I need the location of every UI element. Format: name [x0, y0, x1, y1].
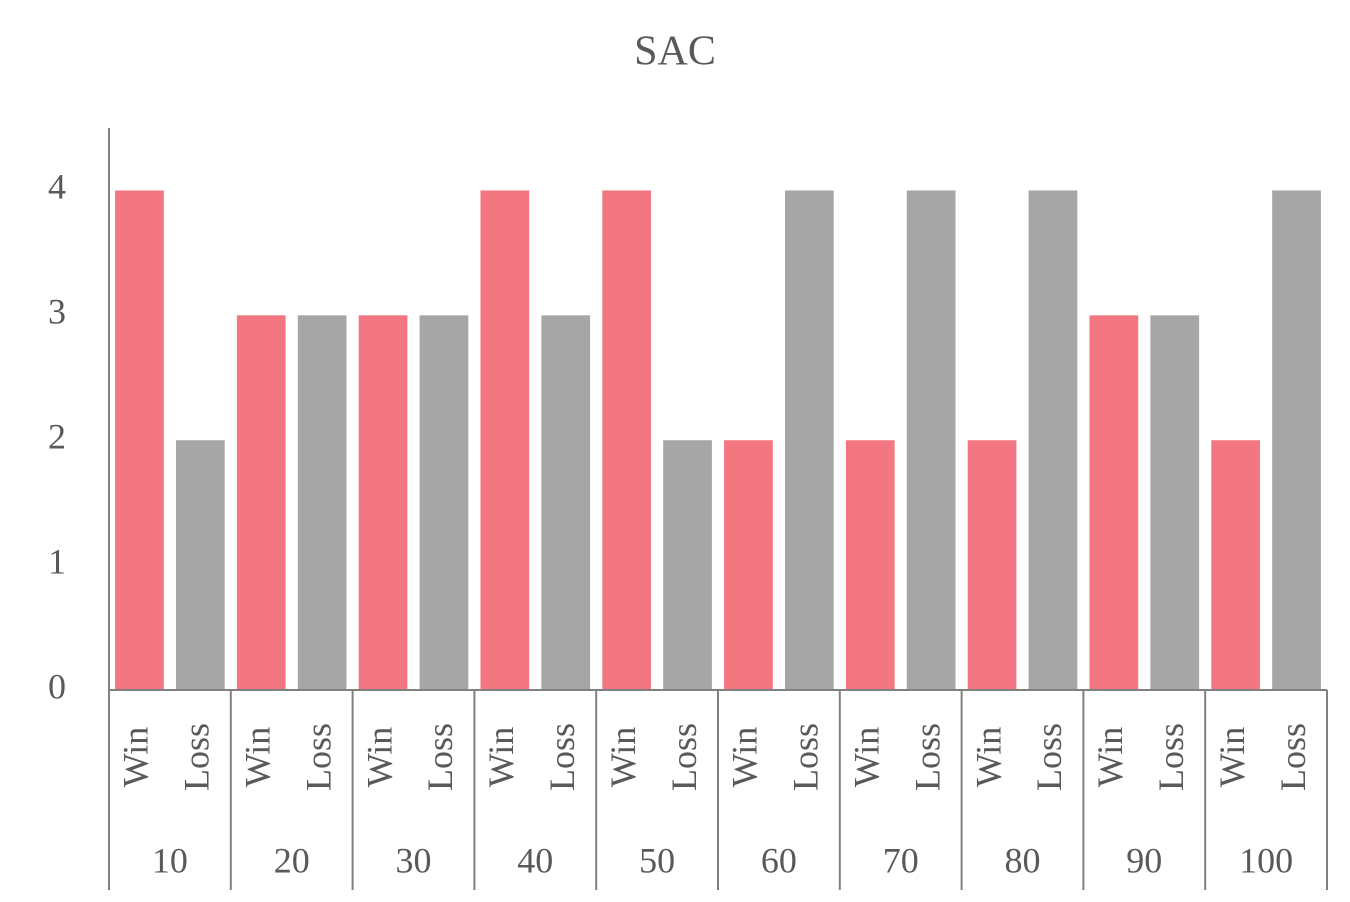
x-tick-label: Loss: [1273, 723, 1313, 791]
x-tick-label: Win: [1212, 727, 1252, 788]
y-tick-label: 2: [48, 416, 66, 456]
bar: [1150, 315, 1200, 690]
x-tick-label: Win: [116, 727, 156, 788]
y-tick-label: 1: [48, 541, 66, 581]
y-tick-label: 0: [48, 666, 66, 706]
bar: [419, 315, 469, 690]
bar: [175, 440, 225, 690]
group-label: 50: [639, 840, 675, 880]
x-tick-label: Loss: [177, 723, 217, 791]
bar: [1028, 190, 1078, 690]
group-label: 10: [152, 840, 188, 880]
bar: [1211, 440, 1261, 690]
bar: [845, 440, 895, 690]
y-tick-label: 3: [48, 292, 66, 332]
group-label: 90: [1126, 840, 1162, 880]
group-label: 70: [883, 840, 919, 880]
x-tick-label: Win: [725, 727, 765, 788]
group-label: 20: [274, 840, 310, 880]
bar: [663, 440, 712, 690]
x-tick-label: Win: [847, 727, 887, 788]
x-tick-label: Loss: [664, 723, 704, 791]
group-label: 60: [761, 840, 797, 880]
bar: [1089, 315, 1139, 690]
group-label: 80: [1005, 840, 1041, 880]
bar: [784, 190, 834, 690]
bar: [602, 190, 652, 690]
bar: [358, 315, 408, 690]
bar: [906, 190, 956, 690]
chart-title: SAC: [634, 29, 716, 75]
x-tick-label: Loss: [542, 723, 582, 791]
x-tick-label: Loss: [420, 723, 460, 791]
bar: [541, 315, 591, 690]
group-label: 30: [396, 840, 432, 880]
x-tick-label: Win: [1090, 727, 1130, 788]
x-tick-label: Win: [481, 727, 521, 788]
y-tick-label: 4: [48, 167, 66, 207]
x-tick-label: Win: [359, 727, 399, 788]
x-tick-label: Win: [238, 727, 278, 788]
group-label: 100: [1239, 840, 1293, 880]
bar: [1272, 190, 1321, 690]
x-tick-label: Loss: [907, 723, 947, 791]
bar: [297, 315, 347, 690]
bar: [480, 190, 530, 690]
x-tick-label: Loss: [786, 723, 826, 791]
x-tick-label: Loss: [298, 723, 338, 791]
bar: [236, 315, 286, 690]
x-tick-label: Loss: [1151, 723, 1191, 791]
x-tick-label: Loss: [1029, 723, 1069, 791]
x-tick-label: Win: [603, 727, 643, 788]
bar: [724, 440, 773, 690]
x-tick-label: Win: [968, 727, 1008, 788]
bar: [115, 190, 164, 690]
group-label: 40: [517, 840, 553, 880]
bar: [967, 440, 1017, 690]
